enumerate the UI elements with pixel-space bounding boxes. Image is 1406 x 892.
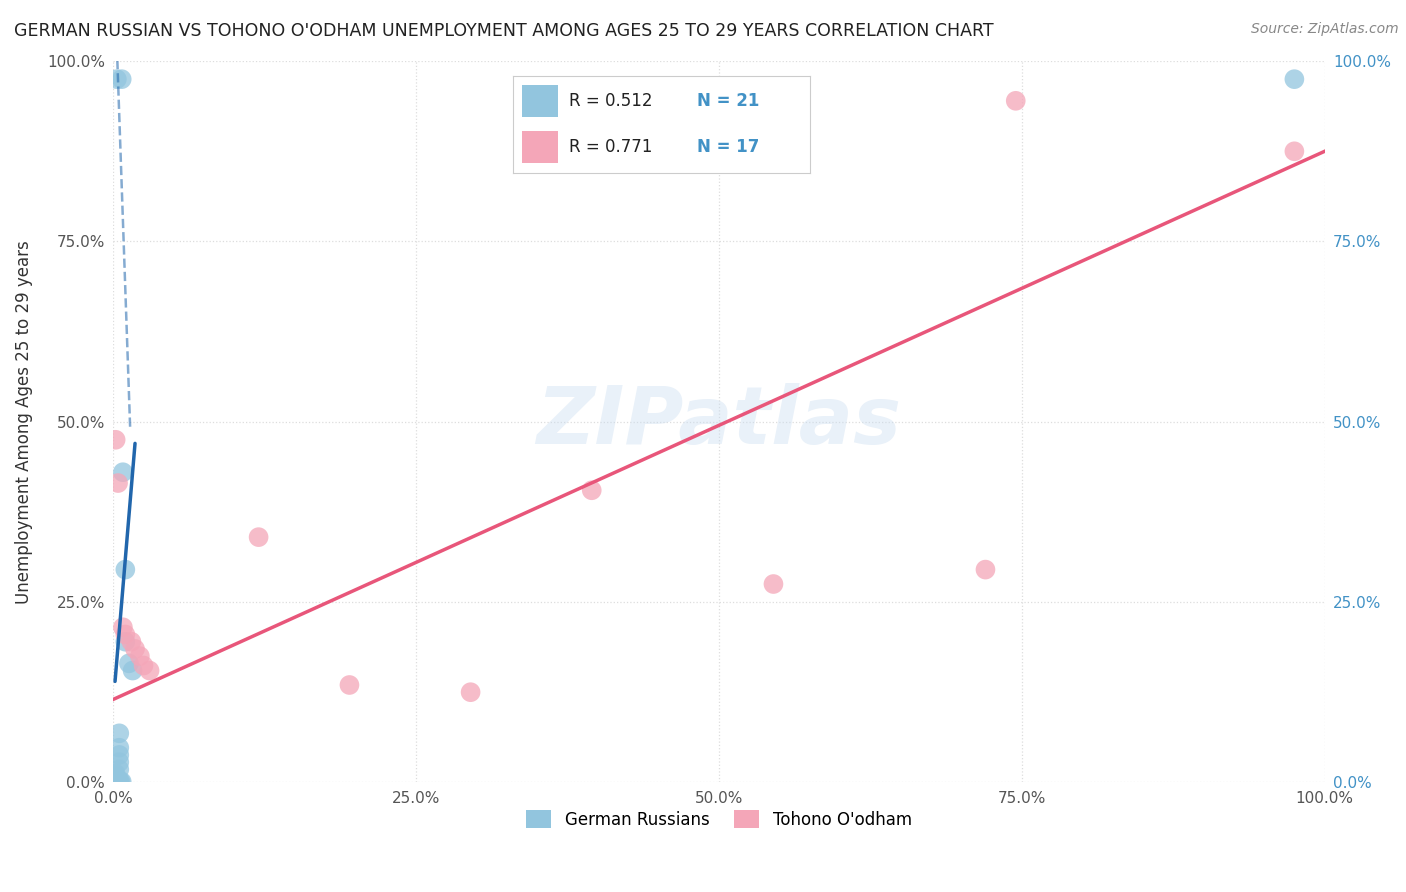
Point — [120, 634, 142, 648]
Point — [118, 657, 141, 671]
Point — [114, 563, 136, 577]
Point — [1284, 72, 1306, 87]
Point — [108, 773, 131, 788]
Point — [111, 72, 134, 87]
Point — [108, 740, 131, 755]
Point — [132, 658, 155, 673]
Point — [1004, 94, 1026, 108]
Point — [108, 726, 131, 740]
Text: ZIPatlas: ZIPatlas — [537, 383, 901, 461]
Point — [107, 773, 129, 788]
Point — [110, 774, 132, 789]
Point — [104, 772, 127, 786]
Point — [108, 747, 131, 762]
Point — [460, 685, 482, 699]
Point — [762, 577, 785, 591]
Text: Source: ZipAtlas.com: Source: ZipAtlas.com — [1251, 22, 1399, 37]
Point — [114, 627, 136, 641]
Point — [339, 678, 361, 692]
Point — [114, 634, 136, 648]
Point — [121, 664, 143, 678]
Point — [138, 664, 160, 678]
Point — [111, 465, 134, 479]
Point — [111, 774, 134, 789]
Point — [104, 433, 127, 447]
Point — [247, 530, 270, 544]
Point — [105, 773, 128, 788]
Point — [104, 766, 127, 780]
Point — [974, 563, 997, 577]
Point — [581, 483, 603, 498]
Point — [128, 649, 150, 664]
Point — [108, 755, 131, 769]
Legend: German Russians, Tohono O'odham: German Russians, Tohono O'odham — [519, 804, 918, 835]
Text: GERMAN RUSSIAN VS TOHONO O'ODHAM UNEMPLOYMENT AMONG AGES 25 TO 29 YEARS CORRELAT: GERMAN RUSSIAN VS TOHONO O'ODHAM UNEMPLO… — [14, 22, 994, 40]
Point — [105, 72, 128, 87]
Y-axis label: Unemployment Among Ages 25 to 29 years: Unemployment Among Ages 25 to 29 years — [15, 240, 32, 604]
Point — [111, 620, 134, 634]
Point — [108, 763, 131, 777]
Point — [124, 641, 146, 656]
Point — [104, 770, 127, 784]
Point — [107, 476, 129, 491]
Point — [1284, 145, 1306, 159]
